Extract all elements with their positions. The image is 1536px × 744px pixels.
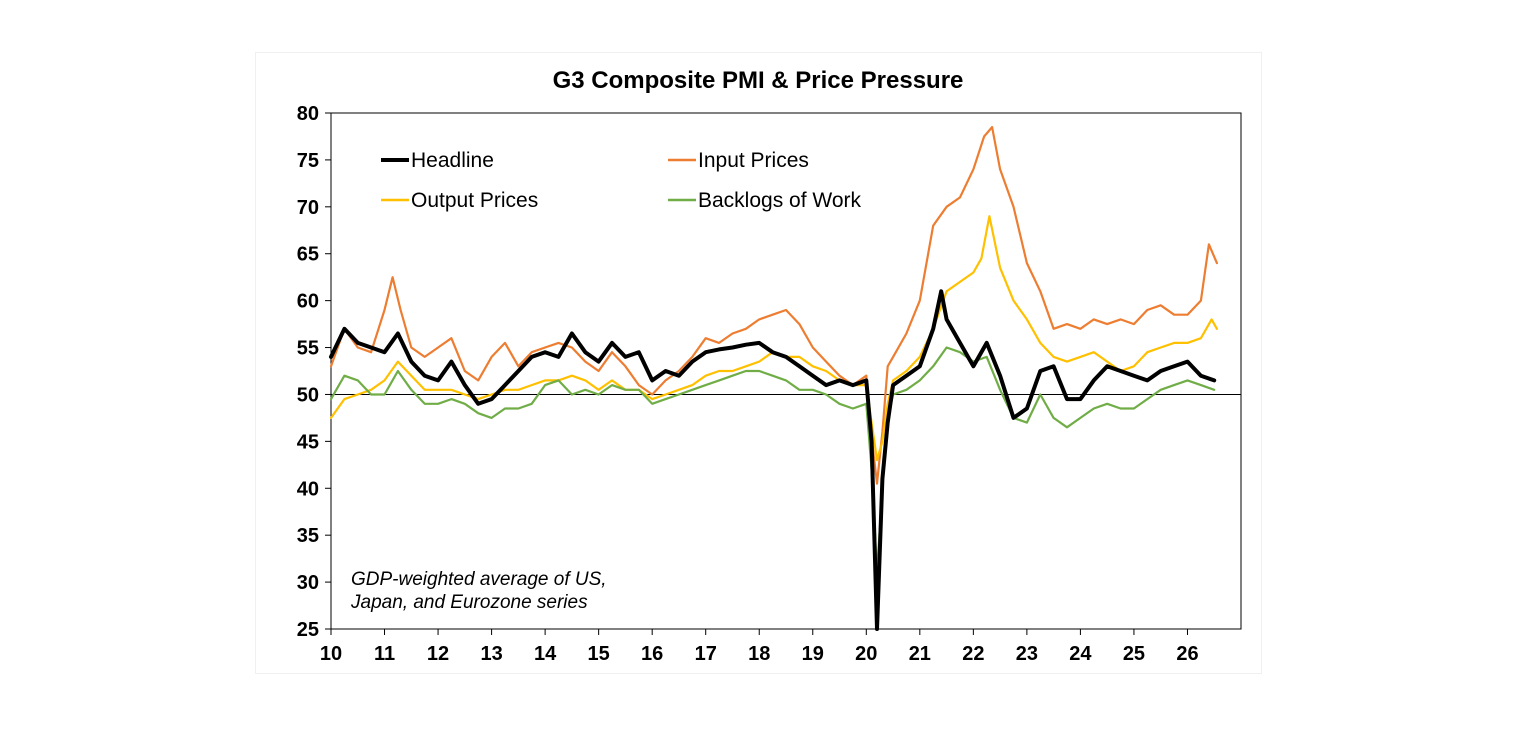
- x-tick-label: 11: [374, 643, 395, 665]
- x-tick-label: 22: [962, 643, 984, 665]
- x-tick-label: 15: [588, 643, 610, 665]
- x-tick-label: 10: [320, 643, 342, 665]
- y-tick-label: 40: [297, 478, 319, 500]
- legend-label-backlogs-of-work: Backlogs of Work: [698, 189, 862, 212]
- legend: Headline Input Prices Output Prices Backlog…: [381, 149, 862, 212]
- x-tick-label: 13: [480, 643, 502, 665]
- chart-title: G3 Composite PMI & Price Pressure: [553, 67, 964, 94]
- y-tick-label: 30: [297, 572, 319, 594]
- plot-area-border: [330, 112, 1242, 630]
- series-line-headline: [329, 289, 1217, 631]
- legend-label-input-prices: Input Prices: [698, 149, 809, 172]
- x-tick-label: 23: [1016, 643, 1038, 665]
- y-tick-label: 45: [297, 431, 319, 453]
- x-axis: 10 11 12 13 14 15 16 17 18 19 20 21 22 23 24 25 26: [320, 629, 1199, 665]
- y-tick-label: 80: [297, 103, 319, 125]
- x-tick-label: 18: [748, 643, 770, 665]
- y-axis: 25 30 35 40 45 50 55 60 65 70 75 80: [297, 103, 331, 641]
- y-tick-label: 50: [297, 384, 319, 406]
- x-tick-label: 14: [534, 643, 557, 665]
- series-line-output-prices: [329, 215, 1219, 462]
- chart-svg: G3 Composite PMI & Price Pressure 25 30 35…: [297, 67, 1242, 665]
- legend-label-headline: Headline: [411, 149, 494, 172]
- series-line-input-prices: [329, 125, 1219, 485]
- y-tick-label: 65: [297, 244, 319, 266]
- x-tick-label: 17: [695, 643, 717, 665]
- y-tick-label: 55: [297, 338, 319, 360]
- y-tick-label: 70: [297, 197, 319, 219]
- y-tick-label: 25: [297, 619, 319, 641]
- legend-label-output-prices: Output Prices: [411, 189, 538, 212]
- x-tick-label: 19: [802, 643, 824, 665]
- x-tick-label: 25: [1123, 643, 1145, 665]
- x-tick-label: 24: [1069, 643, 1092, 665]
- x-tick-label: 21: [909, 643, 931, 665]
- series-lines: [329, 125, 1219, 631]
- x-tick-label: 26: [1176, 643, 1198, 665]
- y-tick-label: 75: [297, 150, 319, 172]
- chart-frame: G3 Composite PMI & Price Pressure 25 30 35…: [255, 52, 1262, 674]
- annotation-line-1: GDP-weighted average of US,: [351, 569, 607, 590]
- y-tick-label: 60: [297, 291, 319, 313]
- x-tick-label: 16: [641, 643, 663, 665]
- annotation-line-2: Japan, and Eurozone series: [350, 592, 588, 613]
- series-line-backlogs-of-work: [329, 346, 1216, 574]
- x-tick-label: 20: [855, 643, 877, 665]
- y-tick-label: 35: [297, 525, 319, 547]
- x-tick-label: 12: [427, 643, 449, 665]
